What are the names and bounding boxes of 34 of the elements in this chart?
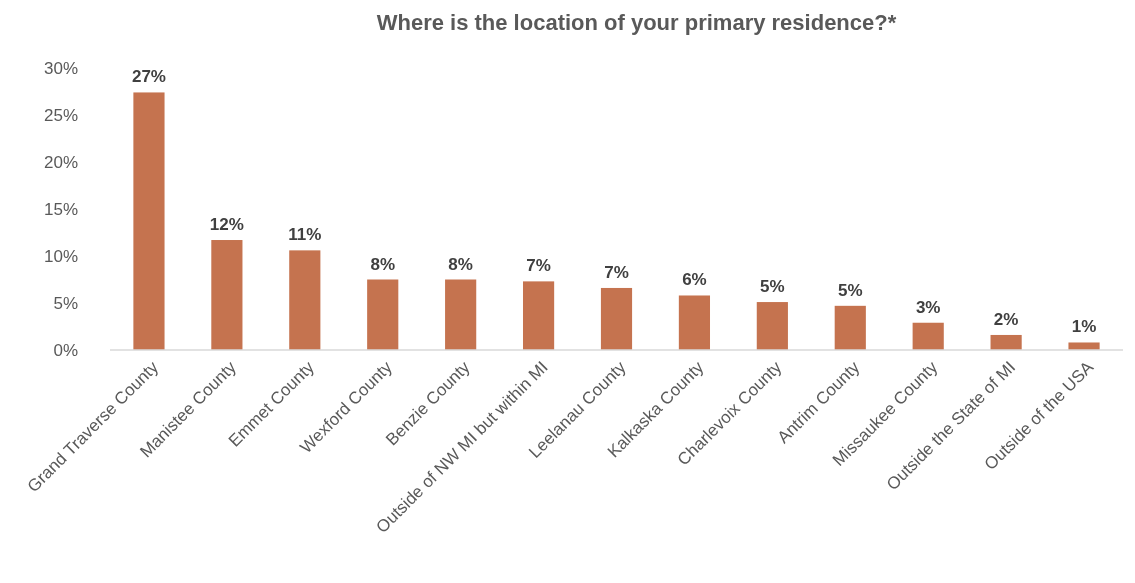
- bar: [367, 279, 399, 350]
- y-tick-label: 25%: [43, 105, 78, 125]
- data-label: 5%: [760, 277, 785, 297]
- chart-title: Where is the location of your primary residence?*: [376, 10, 897, 35]
- bar: [1068, 342, 1100, 350]
- data-label: 12%: [209, 215, 244, 235]
- bar: [600, 287, 633, 350]
- data-label: 1%: [1071, 317, 1097, 337]
- data-label: 7%: [604, 262, 629, 282]
- y-tick-label: 15%: [43, 199, 78, 219]
- data-label: 5%: [837, 280, 863, 300]
- data-label: 6%: [682, 270, 707, 290]
- data-label: 2%: [993, 309, 1019, 329]
- y-tick-label: 20%: [43, 152, 78, 172]
- data-label: 3%: [915, 297, 941, 317]
- data-label: 8%: [370, 254, 396, 274]
- data-label: 7%: [526, 256, 551, 276]
- y-tick-label: 10%: [43, 246, 78, 266]
- bar: [133, 92, 165, 350]
- bar: [912, 322, 944, 350]
- data-label: 8%: [448, 254, 473, 274]
- data-label: 11%: [288, 225, 322, 245]
- bar: [678, 295, 711, 350]
- y-tick-label: 0%: [53, 340, 78, 360]
- bar: [834, 305, 866, 350]
- bar: [990, 334, 1022, 350]
- bar: [756, 302, 788, 350]
- bar: [211, 240, 243, 350]
- y-tick-label: 5%: [53, 293, 78, 313]
- bar: [445, 279, 477, 350]
- data-label: 27%: [131, 67, 166, 87]
- bar: [289, 250, 321, 350]
- y-tick-label: 30%: [43, 58, 78, 78]
- bar: [522, 281, 555, 350]
